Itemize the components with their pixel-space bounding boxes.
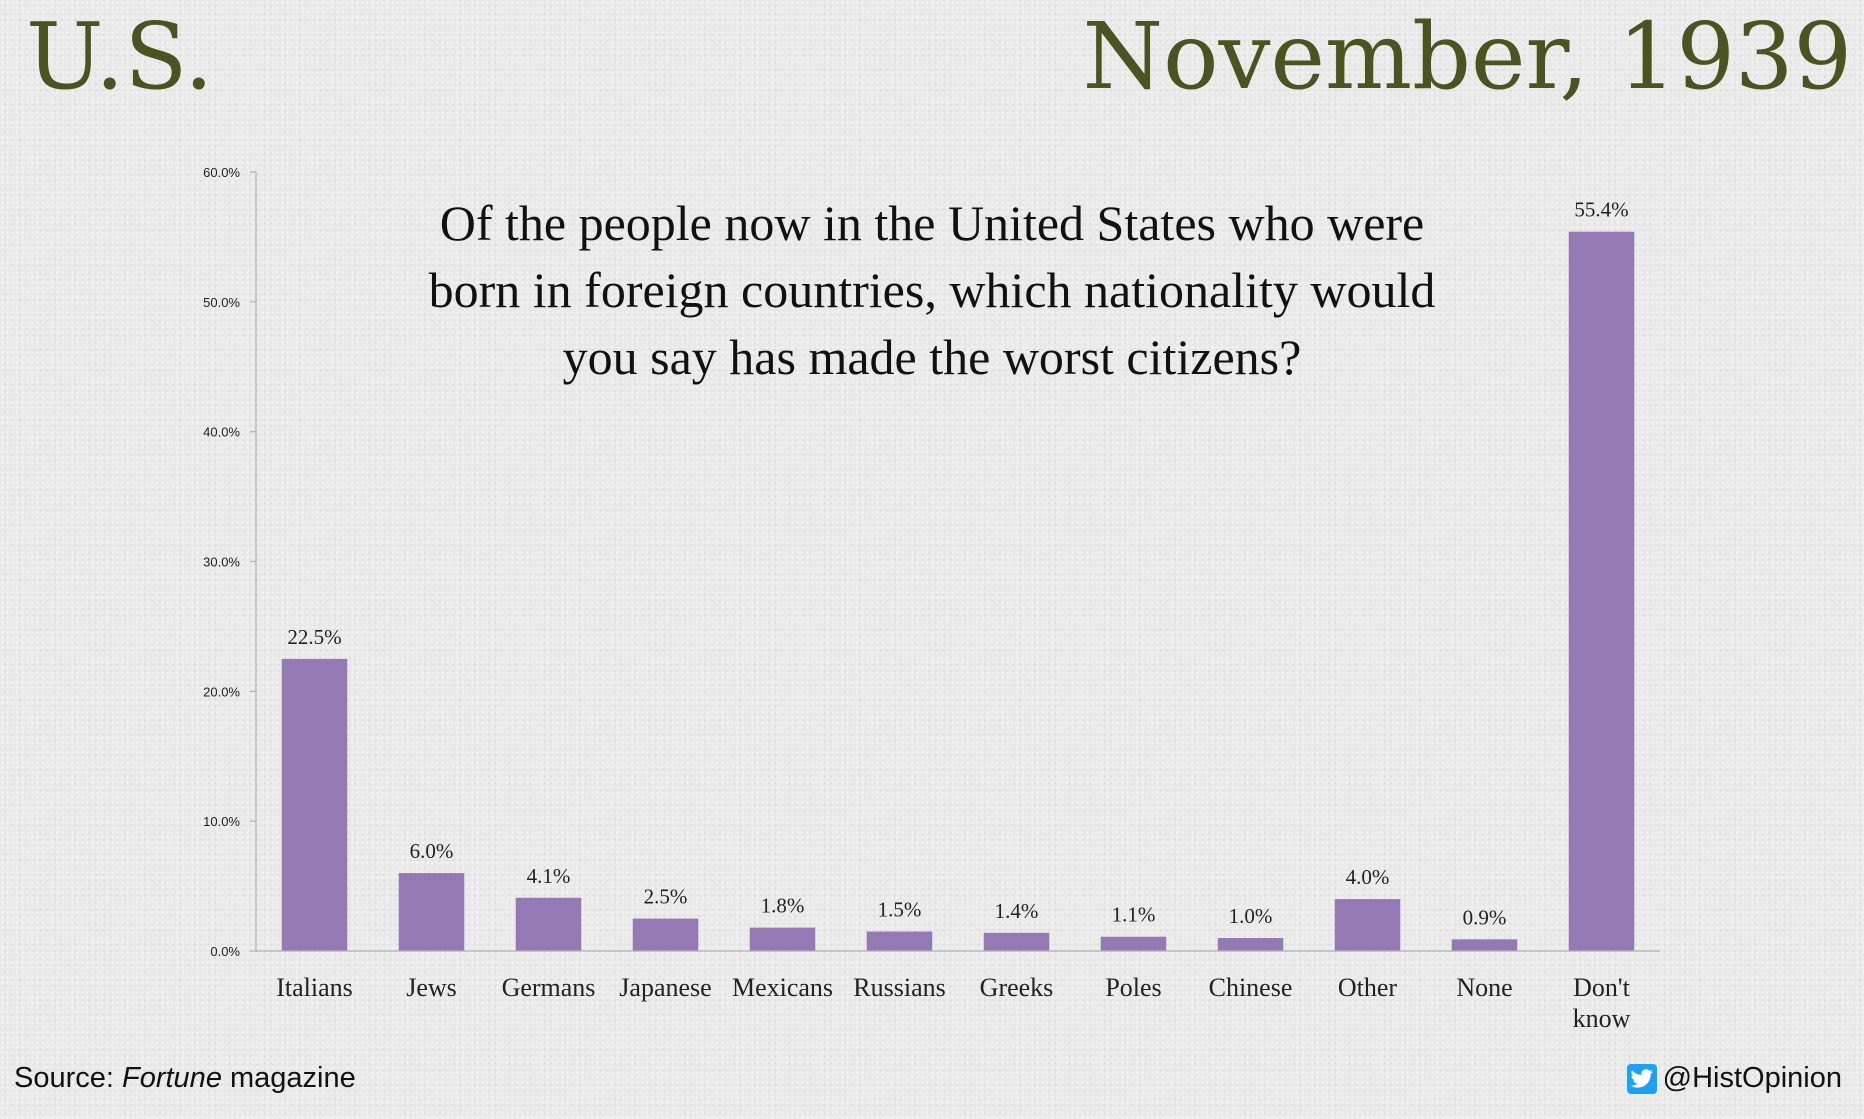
y-tick-label: 0.0%	[210, 944, 240, 959]
y-tick-label: 20.0%	[203, 684, 240, 699]
x-tick-label: Chinese	[1209, 973, 1293, 1002]
x-tick-label: Other	[1338, 973, 1398, 1002]
bar	[1568, 231, 1635, 951]
date-title: November, 1939	[1082, 3, 1852, 110]
y-tick-label: 60.0%	[203, 165, 240, 180]
source-publication: Fortune	[122, 1062, 222, 1094]
data-label: 1.0%	[1229, 904, 1273, 928]
x-tick-label: know	[1573, 1004, 1631, 1033]
bar	[749, 927, 816, 951]
y-tick-label: 50.0%	[203, 295, 240, 310]
source-credit: Source: Fortune magazine	[14, 1062, 356, 1095]
source-prefix: Source:	[14, 1062, 122, 1094]
x-tick-label: None	[1456, 973, 1512, 1002]
x-tick-label: Mexicans	[732, 973, 833, 1002]
y-tick-label: 10.0%	[203, 814, 240, 829]
bar	[983, 932, 1050, 951]
bars: 22.5% 6.0% 4.1% 2.5% 1.8% 1.5% 1.4% 1.1% 1.0% 4.0…	[281, 198, 1635, 951]
twitter-handle-text: @HistOpinion	[1662, 1062, 1842, 1094]
data-label: 4.1%	[527, 864, 571, 888]
chart-question-line: born in foreign countries, which nationa…	[429, 262, 1436, 318]
chart-question-line: you say has made the worst citizens?	[563, 329, 1302, 385]
bar	[1217, 938, 1284, 951]
x-tick-label: Poles	[1105, 973, 1161, 1002]
data-label: 0.9%	[1463, 905, 1507, 929]
x-tick-label: Don't	[1573, 973, 1630, 1002]
chart-question: Of the people now in the United States w…	[429, 195, 1436, 385]
bar	[1100, 936, 1167, 951]
y-axis: 0.0% 10.0% 20.0% 30.0% 40.0% 50.0% 60.0%	[203, 165, 257, 959]
data-label: 4.0%	[1346, 865, 1390, 889]
x-tick-label: Germans	[502, 973, 596, 1002]
twitter-bird-icon	[1626, 1063, 1657, 1094]
x-tick-label: Japanese	[619, 973, 711, 1002]
bar	[1451, 939, 1518, 951]
x-tick-label: Italians	[276, 973, 353, 1002]
bar	[632, 918, 699, 951]
x-tick-label: Russians	[853, 973, 945, 1002]
region-title: U.S.	[26, 3, 214, 110]
bar	[866, 931, 933, 951]
data-label: 2.5%	[644, 885, 688, 909]
x-tick-label: Jews	[406, 973, 457, 1002]
bar	[398, 873, 465, 951]
twitter-handle[interactable]: @HistOpinion	[1626, 1062, 1842, 1095]
x-tick-label: Greeks	[980, 973, 1054, 1002]
data-label: 1.4%	[995, 899, 1039, 923]
data-label: 1.1%	[1112, 903, 1156, 927]
chart-question-line: Of the people now in the United States w…	[440, 195, 1424, 251]
bar	[1334, 899, 1401, 951]
data-label: 6.0%	[410, 839, 454, 863]
source-suffix: magazine	[221, 1062, 356, 1094]
x-axis: Italians Jews Germans Japanese Mexicans Russi…	[256, 950, 1660, 1033]
data-label: 1.5%	[878, 898, 922, 922]
y-tick-label: 40.0%	[203, 425, 240, 440]
bar	[515, 897, 582, 951]
data-label: 1.8%	[761, 894, 805, 918]
bar	[281, 658, 348, 951]
data-label: 55.4%	[1574, 198, 1628, 222]
data-label: 22.5%	[287, 625, 341, 649]
y-tick-label: 30.0%	[203, 555, 240, 570]
